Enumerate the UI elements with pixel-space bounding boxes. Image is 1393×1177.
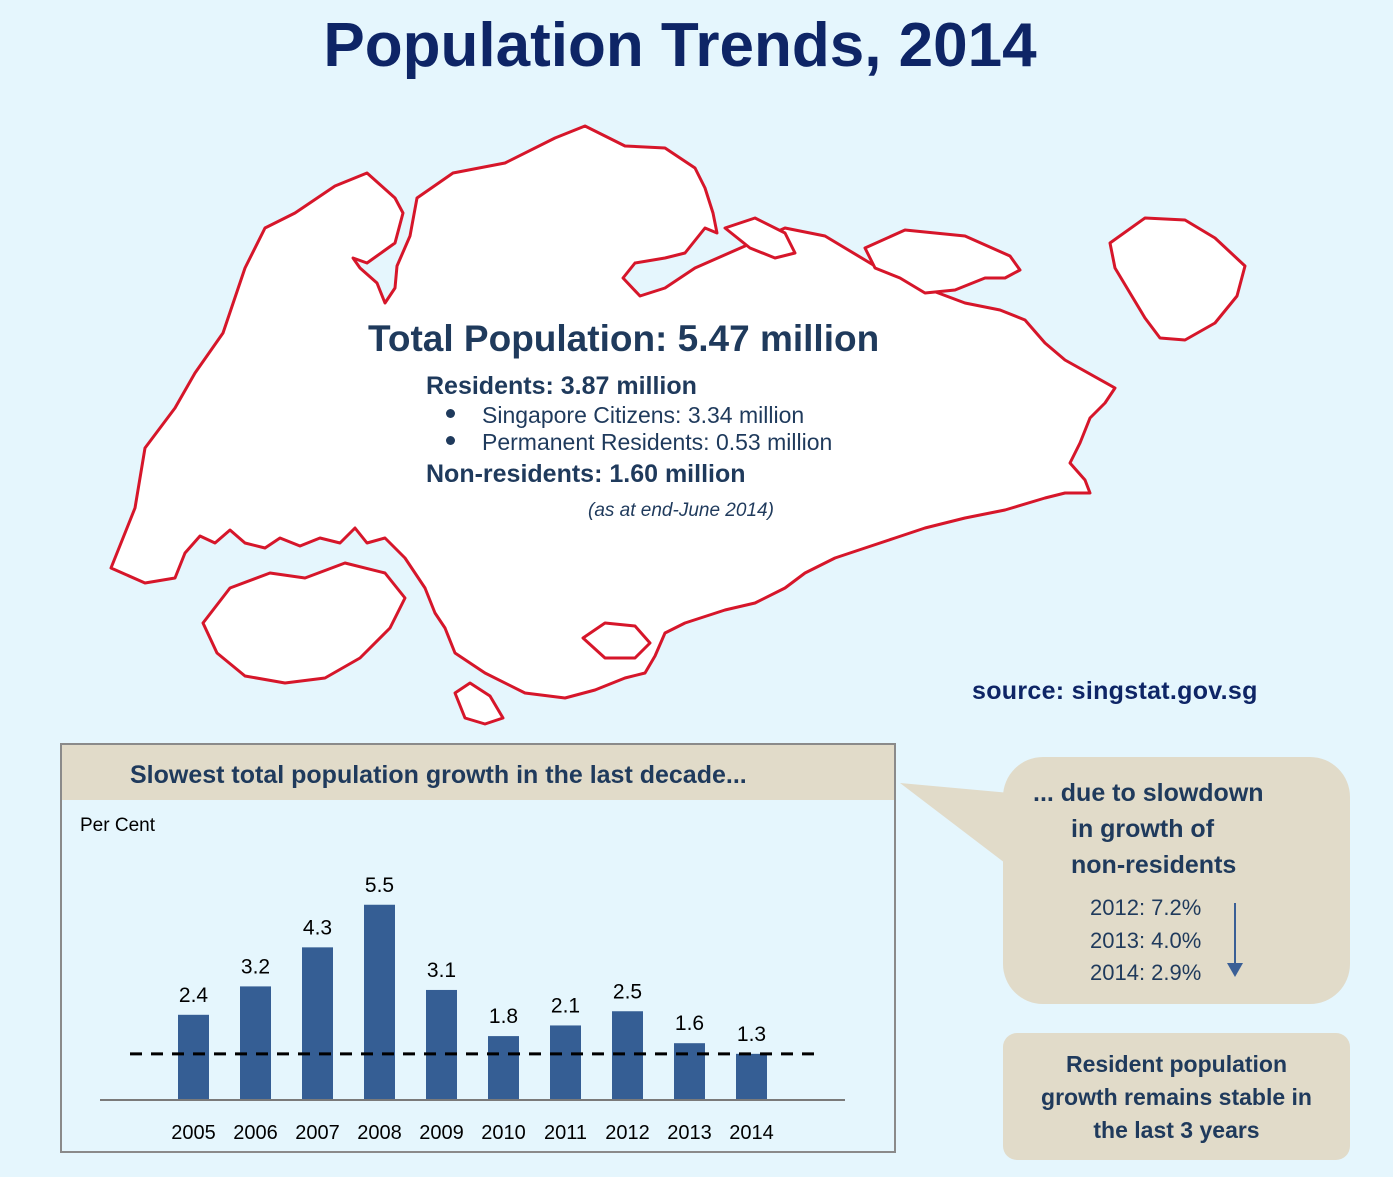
source-credit: source: singstat.gov.sg: [972, 677, 1258, 705]
callout-pointer: [900, 783, 1010, 863]
bar-2012: [612, 1011, 643, 1100]
pulau-ubin: [863, 228, 1022, 295]
arrow-head-icon: [1227, 963, 1243, 977]
y-axis-label: Per Cent: [80, 815, 155, 836]
note-line: Resident population: [1065, 1051, 1288, 1077]
note-line: growth remains stable in: [1041, 1084, 1312, 1110]
bar-2013: [674, 1043, 705, 1100]
note-line: the last 3 years: [1093, 1117, 1260, 1143]
map-outline: [109, 124, 1247, 726]
bar-2010: [488, 1036, 519, 1100]
growth-chart-panel: Slowest total population growth in the l…: [60, 743, 896, 1153]
bullet-icon: [446, 436, 455, 445]
data-label-2008: 5.5: [365, 874, 394, 897]
page-title: Population Trends, 2014: [323, 11, 1037, 80]
residents-count: Residents: 3.87 million: [426, 372, 697, 400]
total-population: Total Population: 5.47 million: [368, 318, 880, 359]
callout-line: non-residents: [1071, 851, 1237, 879]
small-islet-north: [723, 216, 797, 260]
data-label-2014: 1.3: [737, 1023, 766, 1046]
growth-rate-2012: 2012: 7.2%: [1090, 895, 1202, 920]
x-tick-2013: 2013: [667, 1122, 712, 1144]
callout-line: ... due to slowdown: [1033, 779, 1264, 807]
resident-growth-note: Resident population growth remains stabl…: [1003, 1033, 1350, 1160]
non-residents-count: Non-residents: 1.60 million: [426, 460, 746, 488]
bullet-icon: [446, 409, 455, 418]
as-at-date: (as at end-June 2014): [588, 500, 774, 521]
bar-2007: [302, 947, 333, 1100]
data-label-2007: 4.3: [303, 916, 332, 939]
chart-title: Slowest total population growth in the l…: [62, 745, 894, 800]
jurong-island: [201, 561, 407, 685]
singapore-map: [109, 124, 1247, 726]
x-tick-2012: 2012: [605, 1122, 650, 1144]
x-tick-2006: 2006: [233, 1122, 278, 1144]
bar-2011: [550, 1025, 581, 1100]
bar-2014: [736, 1053, 767, 1100]
x-tick-2005: 2005: [171, 1122, 216, 1144]
growth-chart: 2.4 2005 3.2 2006 4.3 2007 5.5 2008 3.1 2009 1.8 20…: [100, 874, 845, 1144]
x-tick-2008: 2008: [357, 1122, 402, 1144]
data-label-2006: 3.2: [241, 955, 270, 978]
citizens-count: Singapore Citizens: 3.34 million: [482, 402, 805, 428]
growth-rate-2014: 2014: 2.9%: [1090, 960, 1202, 985]
bar-2005: [178, 1014, 209, 1100]
data-label-2005: 2.4: [179, 984, 209, 1007]
data-label-2011: 2.1: [551, 994, 580, 1017]
data-label-2010: 1.8: [489, 1005, 518, 1028]
x-tick-2010: 2010: [481, 1122, 526, 1144]
prs-count: Permanent Residents: 0.53 million: [482, 429, 833, 455]
x-tick-2009: 2009: [419, 1122, 464, 1144]
main-island: [109, 124, 1117, 700]
bar-2008: [364, 904, 395, 1100]
bar-2006: [240, 986, 271, 1100]
x-tick-2011: 2011: [544, 1122, 587, 1144]
pulau-tekong: [1108, 216, 1247, 342]
sentosa: [581, 621, 652, 660]
southern-islet: [453, 681, 505, 726]
down-arrow-icon: [1234, 903, 1236, 967]
x-tick-2014: 2014: [729, 1122, 774, 1144]
bar-2009: [426, 989, 457, 1100]
data-label-2009: 3.1: [427, 959, 456, 982]
data-label-2013: 1.6: [675, 1012, 704, 1035]
growth-rate-2013: 2013: 4.0%: [1090, 928, 1202, 953]
callout-line: in growth of: [1071, 815, 1215, 843]
non-resident-callout: ... due to slowdown in growth of non-res…: [1003, 757, 1350, 1004]
x-tick-2007: 2007: [295, 1122, 340, 1144]
data-label-2012: 2.5: [613, 980, 642, 1003]
